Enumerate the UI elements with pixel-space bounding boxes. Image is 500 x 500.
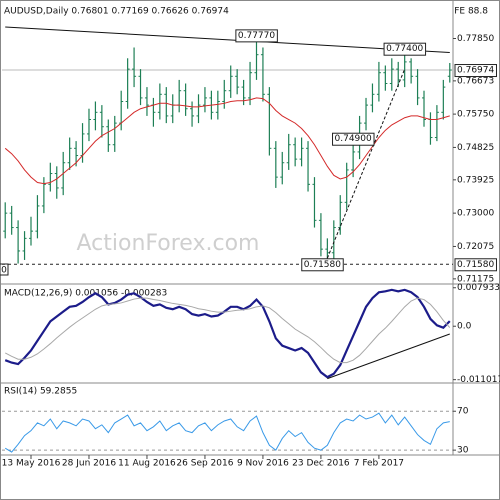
price-label: 0.77770 [238,31,275,41]
trend-line [327,333,450,380]
y-tick-label: 30 [457,446,469,456]
x-tick-label: 9 Nov 2016 [237,459,289,469]
x-tick-label: 13 May 2016 [2,459,61,469]
y-tick-label: 0.0 [457,322,472,332]
y-tick-label: -0.011017 [457,375,500,385]
trend-line [5,26,450,54]
moving-average [4,97,450,185]
y-tick-label: 0.71175 [457,274,494,284]
price-label: 0.77400 [386,44,423,54]
macd-line [4,297,451,364]
y-tick-label: 0.74825 [457,143,494,153]
y-tick-label: 0.73925 [457,175,494,185]
y-tick-label: 0.77850 [457,34,494,44]
x-tick-label: 23 Dec 2016 [292,459,350,469]
price-label-box [301,258,344,272]
y-tick-label: 0.76673 [457,76,494,86]
price-label-box [454,64,497,78]
trend-line [326,68,406,259]
price-label: 0.76974 [457,66,494,76]
y-tick-label: 0.75750 [457,110,494,120]
price-label-box [383,42,427,56]
price-label-box [454,258,497,272]
y-tick-label: 0.72075 [457,242,494,252]
chart-title: AUDUSD,Daily 0.76801 0.77169 0.76626 0.7… [4,7,229,17]
corner-label: FE 88.8 [454,7,488,17]
y-tick-label: 70 [457,407,469,417]
y-tick-label: 0.007933 [457,283,500,293]
price-label: 0.71580 [304,260,341,270]
x-tick-label: 11 Aug 2016 [118,459,176,469]
rsi-line [4,412,450,453]
rsi-title: RSI(14) 59.2855 [4,387,77,397]
x-tick-label: 28 Jun 2016 [62,459,116,469]
macd-title: MACD(12,26,9) 0.001056 -0.000283 [4,289,167,299]
price-label: 0.71580 [457,260,494,270]
x-tick-label: 26 Sep 2016 [176,459,233,469]
price-label-box [332,132,375,146]
x-tick-label: 7 Feb 2017 [354,459,404,469]
watermark: ActionForex.com [77,231,260,256]
fib-label: 0 [1,266,7,276]
price-label: 0.74900 [335,134,372,144]
macd-line [4,288,451,379]
price-label-box [235,29,278,43]
y-tick-label: 0.73000 [457,209,494,219]
